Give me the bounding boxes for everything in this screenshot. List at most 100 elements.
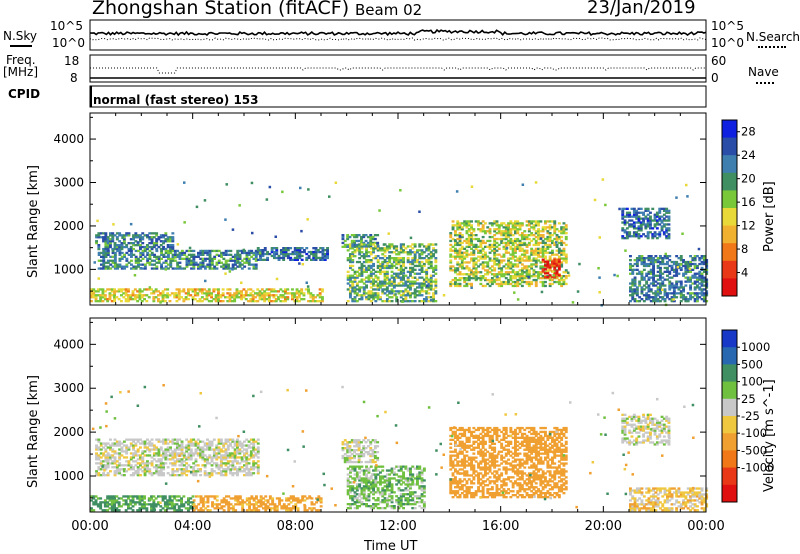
velocity-echo-cell bbox=[192, 505, 196, 508]
power-sparse-echo bbox=[121, 236, 124, 239]
power-echo-cell bbox=[404, 298, 408, 301]
velocity-echo-cell bbox=[150, 444, 154, 447]
power-echo-cell bbox=[358, 260, 362, 264]
power-echo-cell bbox=[649, 217, 652, 220]
power-echo-cell bbox=[346, 259, 350, 262]
power-echo-cell bbox=[358, 280, 362, 283]
power-echo-cell bbox=[467, 275, 471, 278]
power-echo-cell bbox=[486, 245, 490, 248]
power-echo-cell bbox=[296, 252, 299, 256]
velocity-echo-cell bbox=[222, 444, 226, 447]
power-echo-cell bbox=[376, 278, 380, 281]
power-echo-cell bbox=[125, 263, 129, 266]
velocity-echo-cell bbox=[278, 497, 281, 500]
power-echo-cell bbox=[197, 255, 200, 258]
power-echo-cell bbox=[560, 253, 564, 256]
velocity-echo-cell bbox=[184, 507, 188, 510]
power-echo-cell bbox=[541, 255, 545, 258]
power-echo-cell bbox=[289, 258, 293, 261]
power-echo-cell bbox=[555, 272, 559, 275]
power-echo-cell bbox=[532, 271, 536, 274]
velocity-echo-cell bbox=[106, 509, 110, 512]
power-echo-cell bbox=[395, 249, 399, 252]
power-echo-cell bbox=[640, 298, 644, 301]
power-echo-cell bbox=[525, 280, 529, 284]
power-echo-cell bbox=[705, 290, 709, 293]
power-echo-cell bbox=[326, 247, 329, 250]
power-echo-cell bbox=[192, 265, 196, 268]
power-echo-cell bbox=[511, 271, 515, 274]
power-echo-cell bbox=[544, 264, 547, 267]
power-echo-cell bbox=[372, 247, 375, 250]
power-echo-cell bbox=[399, 276, 403, 279]
velocity-echo-cell bbox=[231, 464, 235, 467]
power-echo-cell bbox=[659, 257, 662, 260]
power-sparse-echo bbox=[453, 239, 457, 242]
power-echo-cell bbox=[192, 259, 196, 262]
power-echo-cell bbox=[138, 294, 142, 297]
power-echo-cell bbox=[346, 282, 350, 285]
velocity-echo-cell bbox=[127, 460, 131, 463]
power-echo-cell bbox=[300, 292, 304, 295]
power-echo-cell bbox=[205, 296, 209, 299]
power-echo-cell bbox=[544, 255, 547, 258]
power-echo-cell bbox=[369, 266, 373, 270]
velocity-echo-cell bbox=[256, 464, 260, 467]
power-echo-cell bbox=[113, 244, 117, 247]
power-echo-cell bbox=[238, 261, 242, 264]
power-echo-cell bbox=[656, 274, 660, 277]
power-echo-cell bbox=[173, 296, 177, 299]
velocity-echo-cell bbox=[222, 450, 226, 453]
power-echo-cell bbox=[360, 262, 364, 266]
power-echo-cell bbox=[288, 292, 292, 295]
power-echo-cell bbox=[130, 263, 133, 266]
velocity-echo-cell bbox=[252, 454, 256, 457]
power-echo-cell bbox=[155, 255, 159, 258]
velocity-echo-cell bbox=[213, 503, 217, 506]
power-echo-cell bbox=[141, 249, 145, 253]
power-echo-cell bbox=[369, 243, 373, 246]
power-echo-cell bbox=[406, 257, 410, 260]
power-echo-cell bbox=[541, 245, 545, 248]
power-echo-cell bbox=[639, 225, 643, 228]
power-echo-cell bbox=[270, 288, 274, 291]
power-echo-cell bbox=[629, 294, 632, 297]
power-echo-cell bbox=[296, 250, 299, 254]
velocity-echo-cell bbox=[177, 509, 181, 512]
power-echo-cell bbox=[411, 300, 415, 303]
power-echo-cell bbox=[637, 219, 641, 222]
power-echo-cell bbox=[311, 296, 315, 299]
power-echo-cell bbox=[155, 238, 159, 241]
power-echo-cell bbox=[212, 288, 216, 291]
power-echo-cell bbox=[97, 244, 101, 247]
power-echo-cell bbox=[115, 236, 119, 239]
power-echo-cell bbox=[647, 272, 651, 275]
power-echo-cell bbox=[667, 217, 671, 220]
power-echo-cell bbox=[629, 264, 632, 268]
power-echo-cell bbox=[272, 300, 276, 303]
power-echo-cell bbox=[206, 253, 210, 256]
power-echo-cell bbox=[635, 272, 639, 275]
power-echo-cell bbox=[413, 259, 417, 262]
velocity-echo-cell bbox=[176, 458, 179, 461]
power-echo-cell bbox=[564, 224, 568, 227]
velocity-echo-cell bbox=[226, 452, 230, 455]
power-echo-cell bbox=[504, 234, 508, 237]
power-echo-cell bbox=[700, 290, 704, 293]
velocity-echo-cell bbox=[210, 444, 214, 447]
power-echo-cell bbox=[420, 266, 424, 270]
power-echo-cell bbox=[523, 235, 527, 239]
power-echo-cell bbox=[560, 275, 564, 278]
power-echo-cell bbox=[702, 292, 706, 295]
velocity-echo-cell bbox=[173, 503, 177, 506]
power-echo-cell bbox=[642, 300, 646, 303]
power-echo-cell bbox=[217, 294, 220, 297]
power-echo-cell bbox=[557, 274, 561, 277]
power-sparse-echo bbox=[129, 222, 133, 226]
power-echo-cell bbox=[123, 267, 126, 270]
power-echo-cell bbox=[527, 280, 531, 284]
nsky-label: N.Sky bbox=[3, 29, 38, 43]
power-echo-cell bbox=[520, 263, 524, 266]
power-echo-cell bbox=[623, 221, 627, 224]
power-echo-cell bbox=[458, 277, 462, 280]
